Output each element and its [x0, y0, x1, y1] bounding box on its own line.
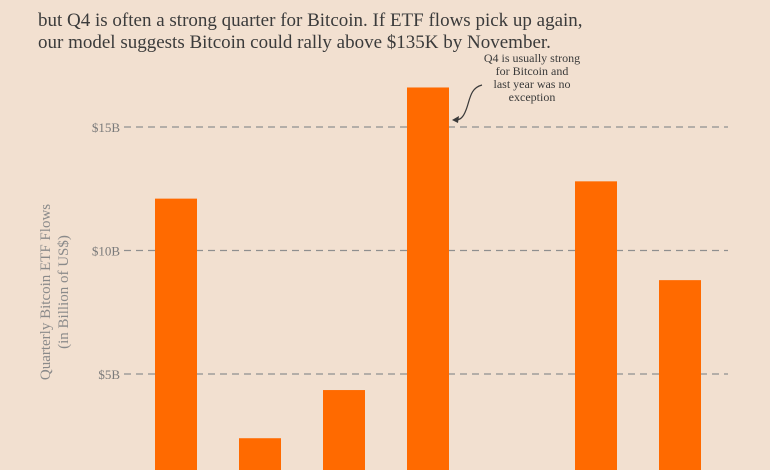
- bar-q7: [659, 280, 701, 470]
- intro-line: but Q4 is often a strong quarter for Bit…: [38, 10, 583, 31]
- bar-q1: [155, 198, 197, 470]
- annotation-line: exception: [509, 90, 556, 104]
- y-axis-label: Quarterly Bitcoin ETF Flows: [38, 204, 54, 380]
- bar-q2: [239, 438, 281, 470]
- y-tick-label: $10B: [92, 244, 121, 259]
- annotation: Q4 is usually strong for Bitcoin and las…: [452, 51, 580, 123]
- bar-q6: [575, 181, 617, 470]
- intro-line: our model suggests Bitcoin could rally a…: [38, 32, 551, 53]
- annotation-line: Q4 is usually strong: [484, 51, 580, 65]
- y-tick-label: $15B: [92, 120, 121, 135]
- bar-q3: [323, 390, 365, 470]
- annotation-arrow: [454, 84, 483, 121]
- y-tick-labels: $5B $10B $15B: [92, 120, 121, 382]
- annotation-line: for Bitcoin and: [496, 64, 569, 78]
- annotation-line: last year was no: [494, 77, 571, 91]
- intro-text: ... but Q4 is often a strong quarter for…: [38, 0, 738, 54]
- y-axis-label-sub: (in Billion of US$): [56, 235, 72, 349]
- bars: [155, 87, 701, 470]
- y-tick-label: $5B: [98, 367, 120, 382]
- bar-q4: [407, 87, 449, 470]
- arrowhead-icon: [452, 116, 459, 123]
